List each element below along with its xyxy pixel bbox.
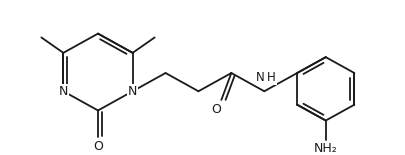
Text: O: O: [211, 103, 221, 116]
Text: N: N: [255, 71, 264, 84]
Text: H: H: [266, 71, 275, 84]
Text: O: O: [93, 140, 103, 153]
Text: NH₂: NH₂: [313, 142, 337, 155]
Text: N: N: [59, 85, 68, 98]
Text: N: N: [128, 85, 137, 98]
